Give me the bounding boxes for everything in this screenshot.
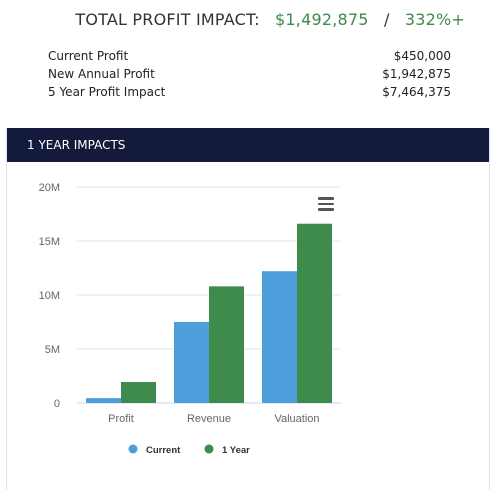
total-profit-value: $1,492,875	[275, 10, 369, 29]
bar-1-year	[121, 382, 156, 403]
profit-row-value: $1,942,875	[382, 67, 451, 81]
profit-row: Current Profit $450,000	[48, 47, 451, 65]
x-tick-label: Profit	[108, 413, 134, 425]
profit-row: New Annual Profit $1,942,875	[48, 65, 451, 83]
legend-label: Current	[146, 445, 181, 456]
impacts-chart-svg: 0 5M 10M 15M 20M Profit Revenue Valuation Curren…	[39, 182, 341, 456]
bar-current	[174, 322, 209, 403]
x-tick-label: Valuation	[274, 413, 319, 425]
bar-current	[86, 398, 121, 403]
profit-summary: TOTAL PROFIT IMPACT: $1,492,875 / 332%+ …	[0, 0, 493, 113]
x-tick-label: Revenue	[187, 413, 231, 425]
profit-row-value: $7,464,375	[382, 85, 451, 99]
hamburger-menu-icon[interactable]	[317, 197, 335, 211]
y-tick-label: 5M	[45, 344, 60, 356]
profit-row-label: Current Profit	[48, 49, 129, 63]
impacts-chart: 0 5M 10M 15M 20M Profit Revenue Valuation Curren…	[7, 162, 489, 490]
total-profit-label: TOTAL PROFIT IMPACT:	[75, 10, 260, 29]
headline-separator: /	[383, 10, 390, 29]
legend-label: 1 Year	[222, 445, 250, 456]
total-profit-headline: TOTAL PROFIT IMPACT: $1,492,875 / 332%+	[75, 10, 465, 29]
profit-row-label: 5 Year Profit Impact	[48, 85, 166, 99]
profit-row-label: New Annual Profit	[48, 67, 155, 81]
profit-row-value: $450,000	[393, 49, 451, 63]
y-tick-label: 10M	[39, 290, 60, 302]
panel-header: 1 YEAR IMPACTS	[7, 128, 489, 162]
impacts-panel: 1 YEAR IMPACTS 0 5M 10M 15M 20M Profit Revenue…	[6, 128, 490, 490]
y-tick-label: 0	[54, 398, 60, 410]
profit-row: 5 Year Profit Impact $7,464,375	[48, 83, 451, 101]
y-tick-label: 20M	[39, 182, 60, 194]
legend-marker	[204, 444, 214, 454]
profit-rows: Current Profit $450,000 New Annual Profi…	[48, 47, 451, 101]
total-profit-percent: 332%+	[404, 10, 465, 29]
legend-marker	[128, 444, 138, 454]
bar-1-year	[297, 223, 332, 403]
y-tick-label: 15M	[39, 236, 60, 248]
bar-current	[262, 271, 297, 403]
bar-1-year	[209, 286, 244, 403]
